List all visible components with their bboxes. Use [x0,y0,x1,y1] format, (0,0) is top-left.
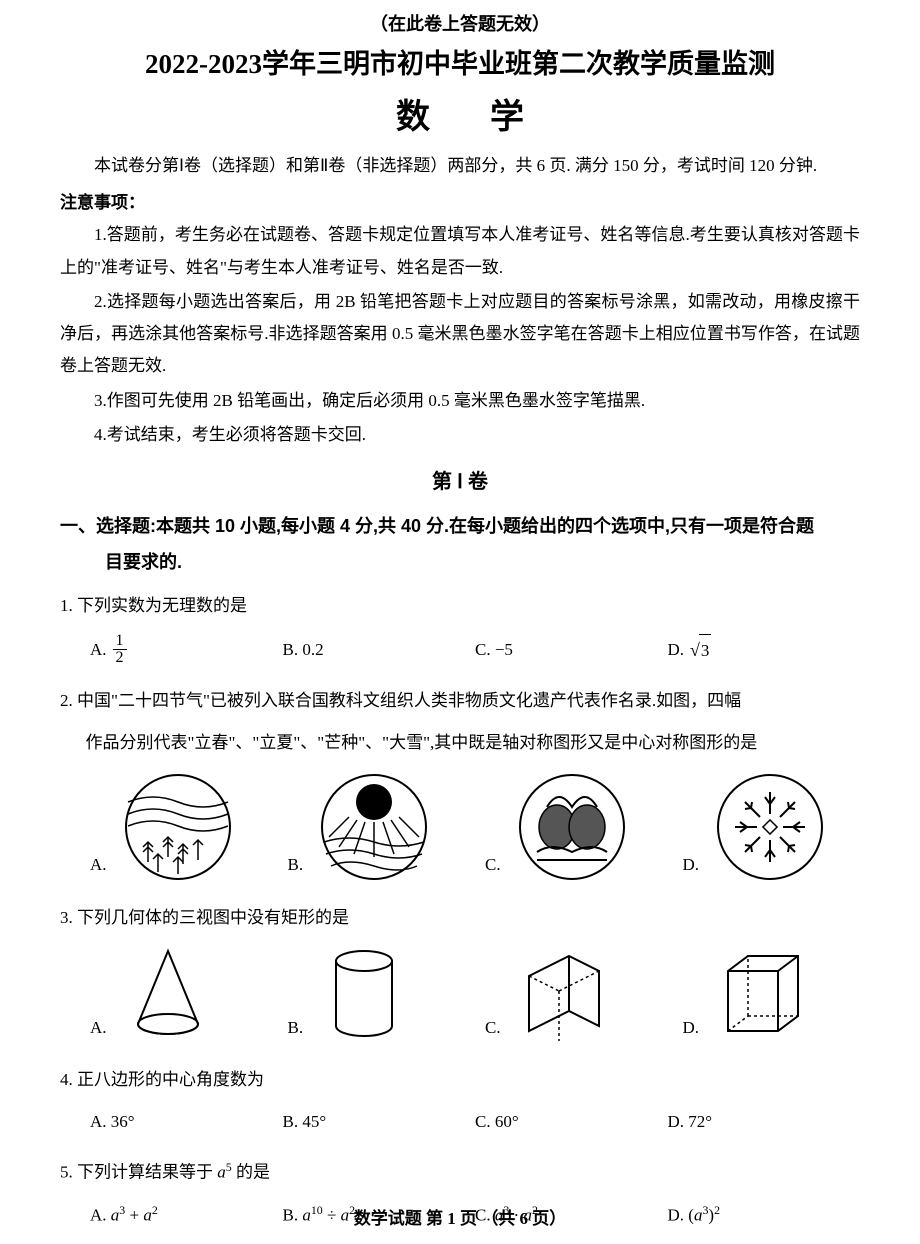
q4-options: A. 36° B. 45° C. 60° D. 72° [60,1106,860,1138]
sqrt-rad: 3 [699,634,712,667]
q2-option-c: C. [485,772,663,882]
q3-b-label: B. [288,1012,304,1044]
q5-stem-post: 的是 [232,1163,270,1182]
question-1: 1. 下列实数为无理数的是 A. 1 2 B. 0.2 C. −5 D. 3 [60,590,860,667]
q2-stem: 2. 中国"二十四节气"已被列入联合国教科文组织人类非物质文化遗产代表作名录.如… [60,685,860,717]
q2-b-label: B. [288,849,304,881]
part-title: 第 Ⅰ 卷 [60,465,860,494]
q2-stem2: 作品分别代表"立春"、"立夏"、"芒种"、"大雪",其中既是轴对称图形又是中心对… [60,727,860,759]
q4-a-label: A. 36° [90,1106,135,1138]
q3-c-label: C. [485,1012,501,1044]
notice-item-4: 4.考试结束，考生必须将答题卡交回. [60,419,860,451]
prism-icon [507,944,617,1044]
lichun-icon [113,772,243,882]
q4-option-a: A. 36° [90,1106,283,1138]
q4-stem: 4. 正八边形的中心角度数为 [60,1064,860,1096]
q4-option-d: D. 72° [668,1106,861,1138]
q3-option-c: C. [485,944,663,1044]
notice-item-2: 2.选择题每小题选出答案后，用 2B 铅笔把答题卡上对应题目的答案标号涂黑，如需… [60,286,860,383]
title-main: 2022-2023学年三明市初中毕业班第二次教学质量监测 [60,42,860,81]
over-header: （在此卷上答题无效） [60,10,860,36]
q1-options: A. 1 2 B. 0.2 C. −5 D. 3 [60,633,860,667]
question-4: 4. 正八边形的中心角度数为 A. 36° B. 45° C. 60° D. 7… [60,1064,860,1139]
fraction-icon: 1 2 [113,633,127,666]
q3-option-a: A. [90,944,268,1044]
q3-options: A. B. C. [60,944,860,1044]
q2-option-d: D. [683,772,861,882]
q5-stem-pre: 5. 下列计算结果等于 [60,1163,217,1182]
intro-text: 本试卷分第Ⅰ卷（选择题）和第Ⅱ卷（非选择题）两部分，共 6 页. 满分 150 … [60,150,860,182]
q1-d-label: D. [668,634,685,666]
notice-item-1: 1.答题前，考生务必在试题卷、答题卡规定位置填写本人准考证号、姓名等信息.考生要… [60,219,860,284]
frac-den: 2 [113,650,127,666]
q1-option-a: A. 1 2 [90,633,283,666]
q5-stem: 5. 下列计算结果等于 a5 的是 [60,1156,860,1189]
q3-a-label: A. [90,1012,107,1044]
section1-line2: 目要求的. [60,544,860,580]
q4-c-label: C. 60° [475,1106,519,1138]
q2-options: A. B. [60,772,860,882]
cone-icon [113,944,223,1044]
q2-c-label: C. [485,849,501,881]
q1-a-label: A. [90,634,107,666]
q4-b-label: B. 45° [283,1106,327,1138]
q1-stem: 1. 下列实数为无理数的是 [60,590,860,622]
notice-title: 注意事项： [60,188,860,213]
q1-b-label: B. 0.2 [283,634,324,666]
q4-option-b: B. 45° [283,1106,476,1138]
q1-option-c: C. −5 [475,634,668,666]
cylinder-icon [309,944,419,1044]
q4-d-label: D. 72° [668,1106,713,1138]
q1-option-b: B. 0.2 [283,634,476,666]
cuboid-icon [705,944,815,1044]
q3-d-label: D. [683,1012,700,1044]
q3-stem: 3. 下列几何体的三视图中没有矩形的是 [60,902,860,934]
q3-option-b: B. [288,944,466,1044]
question-2: 2. 中国"二十四节气"已被列入联合国教科文组织人类非物质文化遗产代表作名录.如… [60,685,860,882]
q2-a-label: A. [90,849,107,881]
q3-option-d: D. [683,944,861,1044]
title-subject: 数学 [60,89,860,138]
notice-item-3: 3.作图可先使用 2B 铅笔画出，确定后必须用 0.5 毫米黑色墨水签字笔描黑. [60,385,860,417]
q2-d-label: D. [683,849,700,881]
sqrt-icon: 3 [690,633,711,667]
q1-option-d: D. 3 [668,633,861,667]
mangzhong-icon [507,772,637,882]
q4-option-c: C. 60° [475,1106,668,1138]
q1-c-label: C. −5 [475,634,513,666]
section1-line1: 一、选择题:本题共 10 小题,每小题 4 分,共 40 分.在每小题给出的四个… [60,516,814,536]
question-3: 3. 下列几何体的三视图中没有矩形的是 A. B. [60,902,860,1044]
q2-option-b: B. [288,772,466,882]
q2-option-a: A. [90,772,268,882]
section1-title: 一、选择题:本题共 10 小题,每小题 4 分,共 40 分.在每小题给出的四个… [60,508,860,580]
page-footer: 数学试题 第 1 页 （共 6 页） [0,1204,920,1229]
lixia-icon [309,772,439,882]
daxue-icon [705,772,835,882]
frac-num: 1 [113,633,127,650]
